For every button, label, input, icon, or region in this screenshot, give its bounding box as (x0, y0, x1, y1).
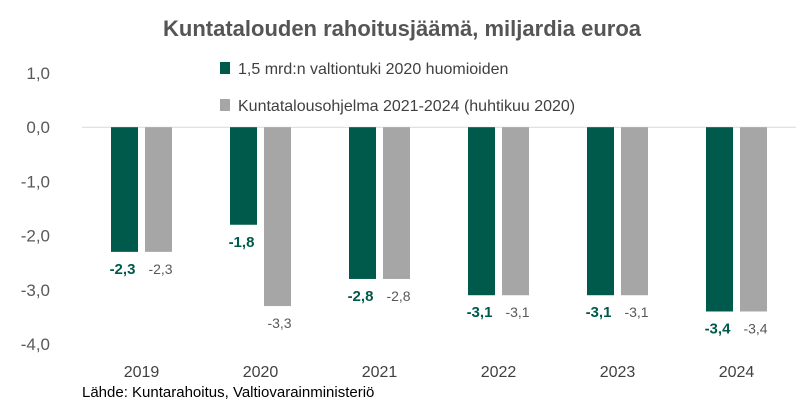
bars (111, 127, 767, 312)
data-labels: -2,3 -2,3 -1,8 -3,3 -2,8 -2,8 -3,1 -3,1 -3,1 -3,1… (110, 234, 768, 338)
y-tick-label: -2,0 (21, 227, 50, 246)
legend-swatch-series-1 (220, 62, 230, 74)
y-tick-label: 1,0 (26, 64, 50, 83)
chart-title: Kuntatalouden rahoitusjäämä, miljardia e… (163, 16, 642, 41)
bar-series-1 (468, 127, 495, 296)
data-label-series-2: -3,3 (267, 315, 291, 331)
bar-series-1 (706, 127, 733, 312)
bar-series-2 (145, 127, 172, 252)
data-label-series-2: -3,1 (624, 304, 648, 320)
data-label-series-2: -2,3 (148, 261, 172, 277)
legend-swatch-series-2 (220, 99, 230, 111)
y-tick-label: -1,0 (21, 172, 50, 191)
data-label-series-2: -2,8 (386, 288, 410, 304)
bar-series-1 (349, 127, 376, 279)
bar-series-2 (383, 127, 410, 279)
bar-series-2 (502, 127, 529, 296)
bar-series-1 (230, 127, 257, 225)
data-label-series-1: -3,1 (586, 304, 612, 321)
data-label-series-1: -3,4 (705, 320, 732, 337)
x-tick-label: 2022 (481, 364, 517, 381)
bar-series-1 (111, 127, 138, 252)
y-tick-label: 0,0 (26, 118, 50, 137)
bar-series-2 (621, 127, 648, 296)
legend-label-series-2: Kuntatalousohjelma 2021-2024 (huhtikuu 2… (238, 98, 575, 115)
y-tick-label: -3,0 (21, 281, 50, 300)
x-tick-label: 2024 (719, 364, 755, 381)
data-label-series-2: -3,4 (743, 320, 767, 336)
source-note: Lähde: Kuntarahoitus, Valtiovarainminist… (82, 384, 374, 401)
data-label-series-1: -2,8 (348, 288, 374, 305)
bar-series-2 (740, 127, 767, 312)
legend: 1,5 mrd:n valtiontuki 2020 huomioiden Kun… (220, 61, 575, 115)
bar-series-2 (264, 127, 291, 307)
y-tick-label: -4,0 (21, 335, 50, 354)
x-axis: 2019 2020 2021 2022 2023 2024 (124, 364, 755, 381)
x-tick-label: 2023 (600, 364, 636, 381)
x-tick-label: 2021 (362, 364, 398, 381)
x-tick-label: 2020 (243, 364, 279, 381)
data-label-series-1: -2,3 (110, 261, 136, 278)
data-label-series-1: -3,1 (467, 304, 493, 321)
bar-series-1 (587, 127, 614, 296)
y-axis: 1,0 0,0 -1,0 -2,0 -3,0 -4,0 (21, 64, 796, 354)
data-label-series-2: -3,1 (505, 304, 529, 320)
x-tick-label: 2019 (124, 364, 160, 381)
legend-label-series-1: 1,5 mrd:n valtiontuki 2020 huomioiden (238, 61, 508, 78)
data-label-series-1: -1,8 (229, 234, 255, 251)
